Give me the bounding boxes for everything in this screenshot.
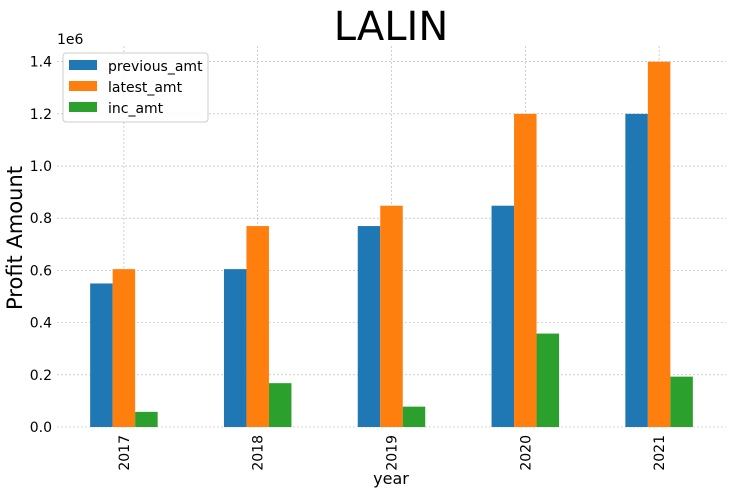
legend-box: [62, 52, 209, 123]
bar-previous_amt-2020: [491, 205, 515, 427]
y-tick-label: 0.8: [30, 211, 52, 227]
legend-label-latest_amt: latest_amt: [108, 80, 183, 96]
bar-previous_amt-2018: [223, 269, 247, 427]
bar-latest_amt-2019: [380, 205, 403, 427]
y-tick-label: 1.2: [30, 107, 52, 123]
x-tick-label: 2020: [518, 435, 534, 471]
x-tick-label: 2017: [117, 435, 133, 471]
legend-label-inc_amt: inc_amt: [108, 101, 164, 117]
bar-previous_amt-2019: [357, 226, 381, 427]
bar-inc_amt-2018: [268, 383, 292, 427]
y-axis-ticks: 0.0 0.2 0.4 0.6 0.8 1.0 1.2 1.4: [30, 55, 52, 436]
x-tick-label: 2021: [652, 435, 668, 471]
legend-swatch-latest_amt: [69, 81, 97, 91]
y-tick-label: 0.6: [30, 263, 52, 279]
bars: [90, 61, 693, 428]
y-tick-label: 0.0: [30, 420, 52, 436]
bar-latest_amt-2018: [246, 226, 269, 427]
y-tick-label: 1.0: [30, 159, 52, 175]
legend-swatch-previous_amt: [69, 60, 97, 70]
legend-label-previous_amt: previous_amt: [108, 59, 203, 75]
y-tick-label: 0.4: [30, 316, 52, 332]
y-offset-label: 1e6: [57, 32, 84, 48]
chart-title: LALIN: [334, 4, 449, 50]
x-axis-label: year: [373, 469, 409, 488]
y-tick-label: 1.4: [30, 55, 52, 71]
bar-previous_amt-2017: [90, 283, 113, 427]
bar-inc_amt-2017: [135, 411, 158, 427]
bar-inc_amt-2020: [536, 333, 560, 427]
x-axis-ticks: 2017 2018 2019 2020 2021: [117, 435, 668, 471]
bar-previous_amt-2021: [625, 113, 648, 428]
x-tick-label: 2019: [385, 435, 401, 471]
x-tick-label: 2018: [251, 435, 267, 471]
y-tick-label: 0.2: [30, 368, 52, 384]
bar-latest_amt-2017: [112, 269, 136, 427]
bar-inc_amt-2021: [670, 376, 693, 427]
legend-swatch-inc_amt: [69, 102, 97, 112]
bar-latest_amt-2021: [647, 61, 671, 428]
legend: previous_amt latest_amt inc_amt: [62, 52, 209, 123]
y-axis-label: Profit Amount: [3, 166, 27, 310]
bar-latest_amt-2020: [514, 113, 537, 428]
bar-inc_amt-2019: [402, 406, 426, 427]
